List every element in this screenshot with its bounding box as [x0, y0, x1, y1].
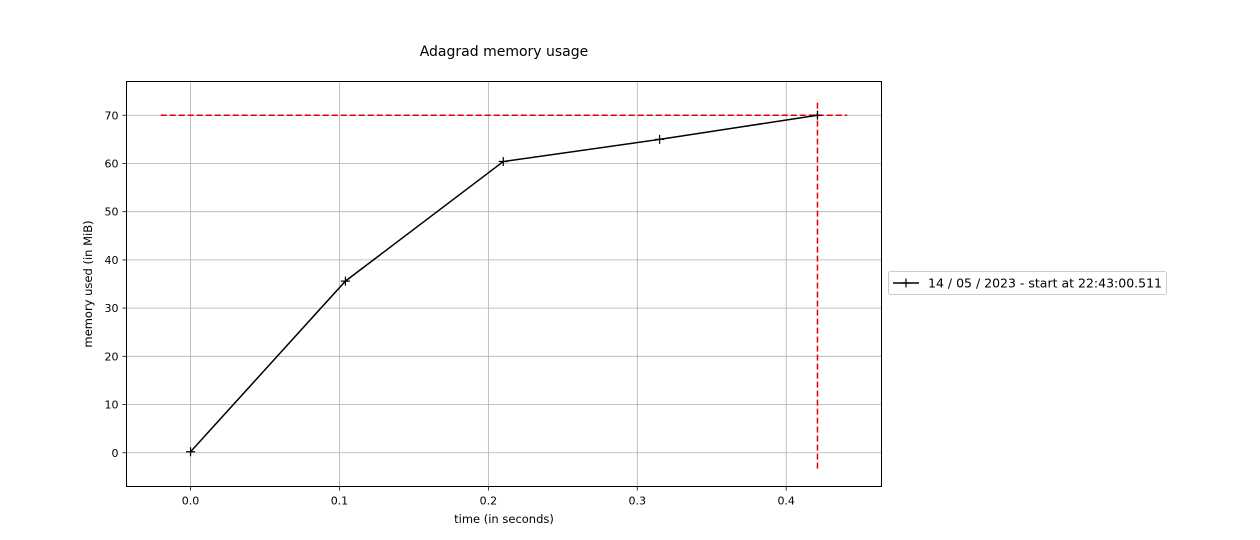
- legend-frame: [888, 271, 1167, 295]
- legend-marker: [901, 278, 911, 288]
- y-axis-label: memory used (in MiB): [81, 220, 95, 347]
- y-tick-label: 0: [112, 447, 119, 460]
- x-tick-label: 0.4: [777, 495, 795, 508]
- x-tick-label: 0.3: [629, 495, 647, 508]
- x-tick-label: 0.2: [480, 495, 498, 508]
- x-tick-label: 0.0: [182, 495, 200, 508]
- y-tick-label: 50: [105, 206, 119, 219]
- plot-frame: [126, 81, 882, 487]
- x-axis-label: time (in seconds): [454, 512, 554, 526]
- series-line: [189, 114, 818, 453]
- x-tick-label: 0.1: [331, 495, 349, 508]
- y-tick-label: 60: [105, 157, 119, 170]
- y-tick-label: 30: [105, 302, 119, 315]
- chart-title: Adagrad memory usage: [420, 44, 589, 60]
- grid: [126, 81, 882, 487]
- data-point: [655, 134, 665, 144]
- y-tick-label: 40: [105, 254, 119, 267]
- x-axis-ticks: 0.0 0.1 0.2 0.3 0.4: [182, 486, 795, 508]
- data-point: [186, 447, 196, 457]
- series-layer: [186, 110, 822, 457]
- y-tick-label: 70: [105, 109, 119, 122]
- data-point: [498, 157, 508, 167]
- data-point: [812, 110, 822, 120]
- legend-label-series-1: 14 / 05 / 2023 - start at 22:43:00.511: [928, 276, 1162, 291]
- y-axis-ticks: 0 10 20 30 40 50 60 70: [105, 109, 127, 460]
- y-tick-label: 20: [105, 350, 119, 363]
- reference-lines: [160, 99, 848, 469]
- legend: 14 / 05 / 2023 - start at 22:43:00.511: [888, 271, 1167, 295]
- data-point: [340, 276, 350, 286]
- y-tick-label: 10: [105, 399, 119, 412]
